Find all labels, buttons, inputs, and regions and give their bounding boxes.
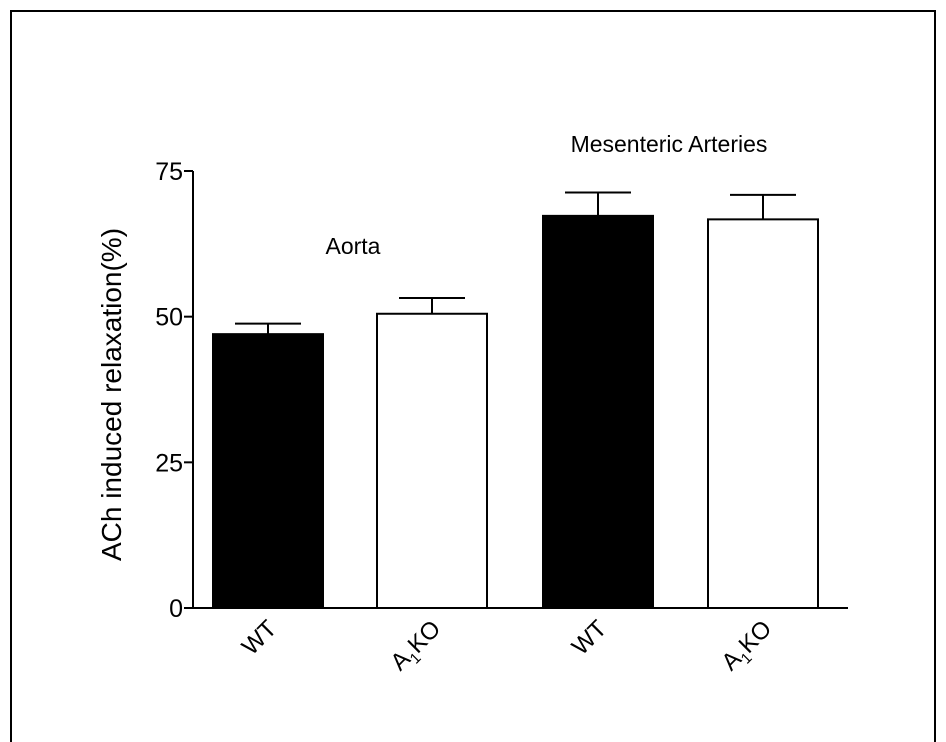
y-tick-label: 75 xyxy=(155,158,183,186)
x-tick-label: WT xyxy=(567,615,613,661)
figure-frame xyxy=(10,10,936,742)
bar-a1ko xyxy=(376,312,488,609)
bars xyxy=(212,191,819,609)
x-tick-label: A1KO xyxy=(385,615,449,679)
y-tick-label: 0 xyxy=(169,595,183,623)
x-tick-label: A1KO xyxy=(716,615,780,679)
group-label-aorta: Aorta xyxy=(326,233,381,259)
y-axis-title: ACh induced relaxation(%) xyxy=(96,228,127,561)
x-tick-label: WT xyxy=(237,615,283,661)
y-tick-label: 50 xyxy=(155,304,183,332)
bar-wt xyxy=(212,333,324,609)
group-label-mesenteric: Mesenteric Arteries xyxy=(571,131,768,157)
y-tick-label: 25 xyxy=(155,449,183,477)
bar-wt xyxy=(542,214,654,609)
bar-a1ko xyxy=(707,218,819,609)
